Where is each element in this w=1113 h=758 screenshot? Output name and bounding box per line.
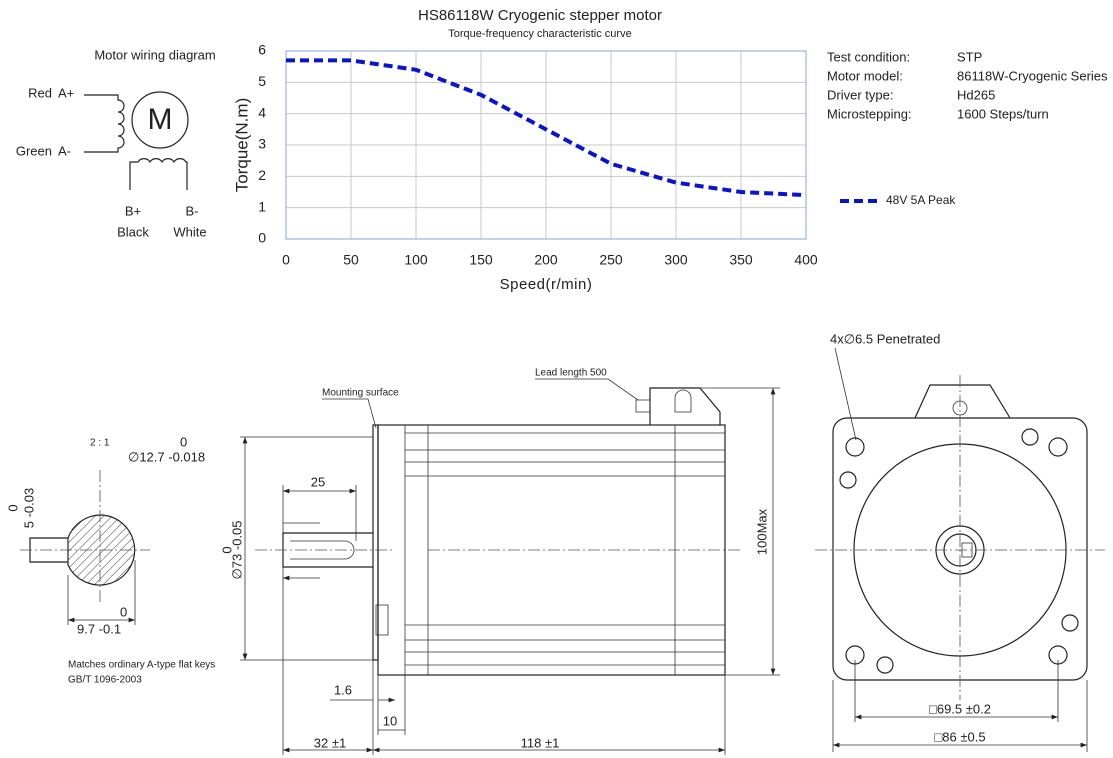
extension-line (282, 567, 726, 755)
pilot-diameter: ∅73 -0.05 (229, 520, 244, 579)
wire-color: Red (28, 85, 52, 100)
lead-exit (375, 604, 389, 636)
key-section: 2 : 1 0 ∅12.7 -0.018 0 5 -0.03 0 9.7 -0.… (5, 434, 215, 685)
hole-spacing: □69.5 ±0.2 (929, 701, 991, 716)
test-conditions: Test condition: STP Motor model: 86118W-Cry… (827, 49, 1108, 121)
key-standard: GB/T 1096-2003 (68, 675, 142, 686)
x-tick-label: 150 (469, 252, 493, 268)
x-tick-label: 200 (534, 252, 558, 268)
coil-a (84, 94, 125, 153)
scale: 2 : 1 (90, 438, 110, 449)
front-view: 4x∅6.5 Penetrated □69.5 ±0.2 □86 ±0.5 (815, 331, 1105, 752)
tolerance-upper: 0 (219, 546, 234, 553)
motor-symbol (131, 91, 189, 149)
connector (649, 387, 721, 425)
extension-line (240, 436, 373, 661)
condition-value: 86118W-Cryogenic Series (957, 68, 1108, 83)
y-tick-label: 4 (258, 104, 266, 120)
x-tick-label: 350 (729, 252, 753, 268)
extension-line (700, 387, 780, 676)
y-tick-label: 0 (258, 230, 266, 246)
key-width: 5 -0.03 (21, 488, 36, 528)
flange (372, 424, 379, 661)
mounting-surface-label: Mounting surface (322, 388, 399, 399)
leader (535, 378, 639, 401)
x-tick-label: 0 (282, 252, 290, 268)
flange-size: □86 ±0.5 (934, 729, 985, 744)
key-note: Matches ordinary A-type flat keys (68, 660, 215, 671)
flat-depth: 9.7 -0.1 (77, 621, 121, 636)
shaft-length: 32 ±1 (314, 735, 346, 750)
body-length: 118 ±1 (521, 735, 560, 750)
boss-length: 10 (383, 713, 397, 728)
series-line (286, 58, 807, 198)
connector-detail (635, 389, 692, 413)
keyway (290, 540, 355, 560)
wire-label: B+ (125, 203, 141, 218)
condition-value: STP (957, 49, 982, 64)
wiring-title: Motor wiring diagram (94, 47, 215, 62)
flange-thickness: 1.6 (334, 682, 352, 697)
x-tick-label: 50 (343, 252, 359, 268)
x-tick-label: 300 (664, 252, 688, 268)
y-axis-label: Torque(N.m) (232, 98, 251, 192)
coil-b (129, 158, 188, 190)
y-tick-label: 1 (258, 198, 266, 214)
condition-label: Microstepping: (827, 106, 912, 121)
key-length: 25 (311, 474, 325, 489)
x-axis-label: Speed(r/min) (500, 276, 593, 293)
torque-chart: HS86118W Cryogenic stepper motor Torque-f… (232, 7, 956, 293)
wire-label: A+ (58, 85, 74, 100)
section-arrow (283, 522, 320, 578)
motor-label: M (148, 103, 173, 136)
x-tick-label: 100 (404, 252, 428, 268)
shaft-diameter: ∅12.7 -0.018 (128, 449, 205, 464)
chart-subtitle: Torque-frequency characteristic curve (448, 28, 631, 40)
wire-color: Black (117, 224, 149, 239)
side-view: Mounting surface Lead length 500 25 0 ∅7… (219, 368, 780, 755)
legend-label: 48V 5A Peak (886, 193, 956, 207)
x-tick-label: 250 (599, 252, 623, 268)
screw (1061, 614, 1079, 632)
mounting-hole (845, 437, 865, 457)
y-tick-label: 6 (258, 42, 266, 58)
lead-length-label: Lead length 500 (535, 368, 607, 379)
mounting-hole (1048, 437, 1068, 457)
wire-label: B- (186, 203, 199, 218)
x-tick-label: 400 (794, 252, 818, 268)
screw (1021, 428, 1039, 446)
wire-color: Green (16, 143, 52, 158)
wire-color: White (173, 224, 206, 239)
condition-value: Hd265 (957, 87, 995, 102)
condition-label: Motor model: (827, 68, 903, 83)
screw (839, 471, 857, 489)
wire-label: A- (58, 143, 71, 158)
tolerance-upper: 0 (5, 504, 20, 511)
screw (876, 656, 894, 674)
tolerance-upper: 0 (120, 604, 127, 619)
condition-label: Test condition: (827, 49, 910, 64)
y-tick-label: 2 (258, 167, 266, 183)
chart-title: HS86118W Cryogenic stepper motor (418, 7, 662, 24)
extension-line (282, 485, 357, 541)
condition-value: 1600 Steps/turn (957, 106, 1049, 121)
tolerance-upper: 0 (180, 434, 187, 449)
max-height: 100Max (754, 508, 769, 555)
hole-note: 4x∅6.5 Penetrated (830, 331, 940, 346)
plot-border (285, 50, 807, 240)
leader (834, 347, 857, 441)
extension-line (832, 660, 1088, 752)
y-tick-label: 5 (258, 73, 266, 89)
leader (322, 398, 377, 429)
wiring-diagram: Motor wiring diagram Red A+ Green A- M B… (16, 47, 216, 239)
y-tick-label: 3 (258, 136, 266, 152)
condition-label: Driver type: (827, 87, 893, 102)
